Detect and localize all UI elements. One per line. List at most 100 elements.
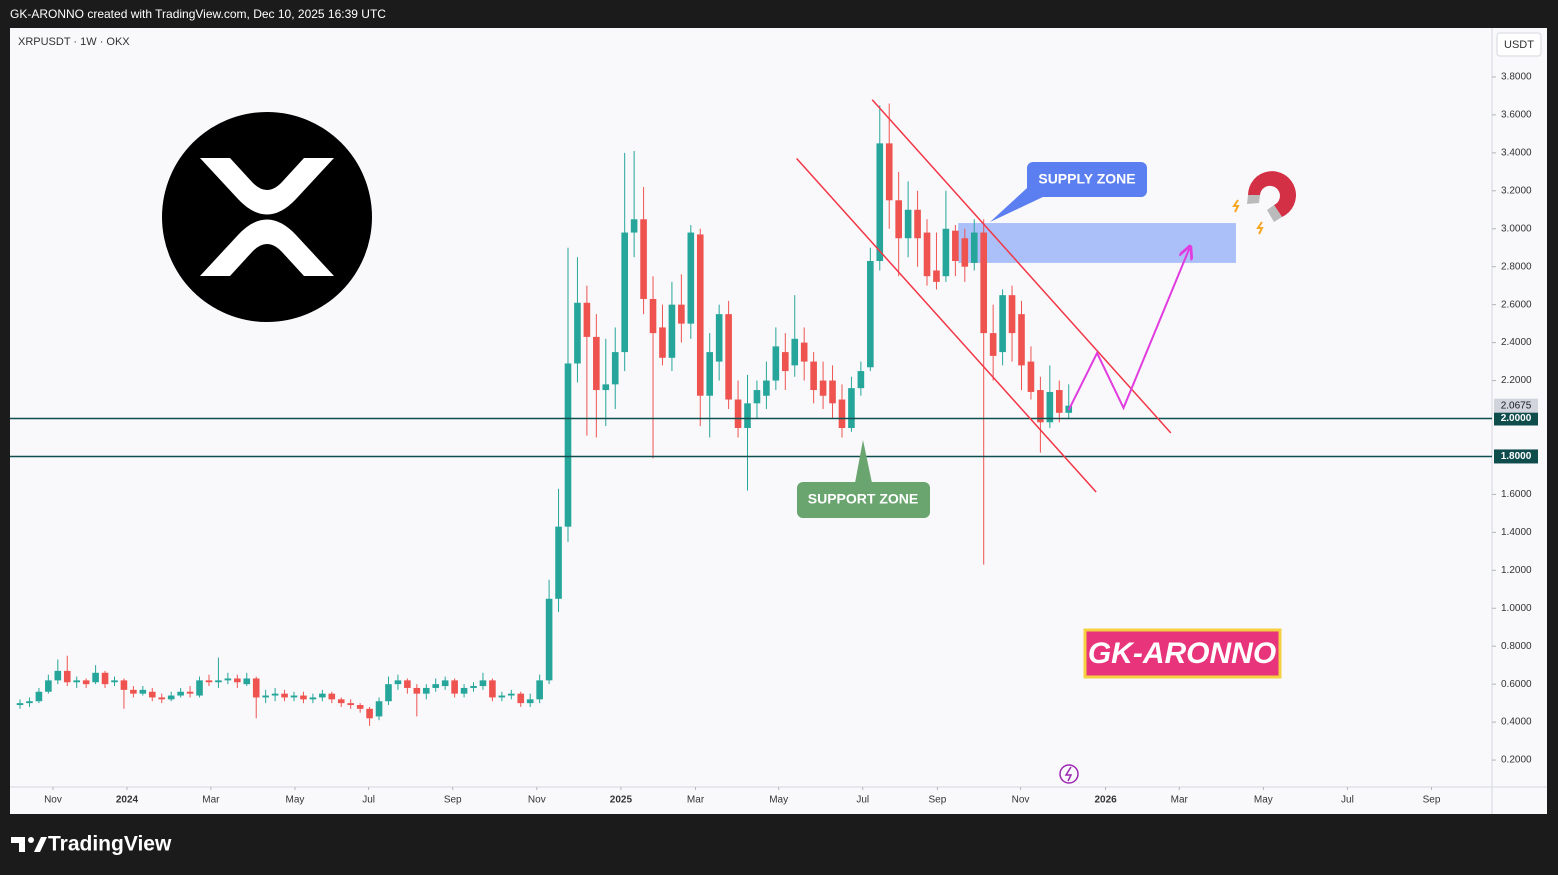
candle-body <box>1037 390 1044 423</box>
x-tick-label: Nov <box>1012 795 1030 806</box>
xrp-logo <box>162 112 372 322</box>
candle-body <box>139 689 147 694</box>
supply-zone-label: SUPPLY ZONE <box>1038 171 1135 187</box>
candle-body <box>857 371 865 389</box>
candle-body <box>649 298 657 334</box>
candle-body <box>73 680 81 683</box>
candle-body <box>791 338 799 366</box>
candle-body <box>1008 295 1016 334</box>
candle-body <box>205 680 213 683</box>
candle-body <box>470 686 477 688</box>
candle-body <box>763 380 770 396</box>
candle-body <box>224 678 232 681</box>
candle-body <box>564 363 572 527</box>
candle-body <box>271 693 279 696</box>
x-tick-label: Nov <box>44 795 62 806</box>
support-zone-label: SUPPORT ZONE <box>808 491 918 507</box>
candle-body <box>252 678 260 698</box>
candle-body <box>659 327 666 358</box>
candle-body <box>970 232 978 263</box>
candle-body <box>895 200 902 239</box>
support-callout: SUPPORT ZONE <box>797 440 930 518</box>
watermark: GK-ARONNO <box>1088 637 1276 670</box>
candle-body <box>375 701 383 717</box>
candle-body <box>545 598 553 681</box>
candle-body <box>319 693 326 698</box>
price-tag-label: 1.8000 <box>1501 451 1532 462</box>
candle-body <box>876 143 884 262</box>
candle-body <box>281 693 288 698</box>
candle-body <box>678 304 685 324</box>
candle-body <box>517 693 525 704</box>
currency-box[interactable] <box>1496 32 1542 57</box>
header-caption: GK-ARONNO created with TradingView.com, … <box>10 7 386 21</box>
candle-body <box>829 380 836 404</box>
candle-body <box>526 699 534 704</box>
supply-callout: SUPPLY ZONE <box>990 162 1147 222</box>
x-tick-label: Sep <box>444 795 462 806</box>
candle-body <box>54 670 62 681</box>
candle-body <box>630 219 638 233</box>
candle-body <box>177 691 184 696</box>
projection-path <box>1067 248 1190 411</box>
candle-body <box>989 333 997 356</box>
plot-area <box>10 99 1492 726</box>
candle-body <box>16 703 24 706</box>
x-tick-label: Nov <box>528 795 546 806</box>
candle-body <box>1055 390 1063 413</box>
y-tick-label: 1.2000 <box>1501 565 1532 576</box>
candle-body <box>215 680 222 683</box>
candle-body <box>942 228 950 277</box>
candle-body <box>781 352 789 372</box>
candle-body <box>885 143 893 201</box>
channel-line <box>796 158 1097 493</box>
candle-body <box>725 314 732 400</box>
candle-body <box>1018 314 1025 366</box>
y-tick-label: 1.0000 <box>1501 603 1532 614</box>
y-tick-label: 3.6000 <box>1501 110 1532 121</box>
x-tick-label: Mar <box>202 795 220 806</box>
candle-body <box>999 295 1006 353</box>
brand-logo: TradingView <box>11 833 172 856</box>
candle-body <box>82 680 90 685</box>
candle-body <box>687 232 695 324</box>
alert-icon[interactable] <box>1059 764 1079 784</box>
candle-body <box>961 238 969 267</box>
brand-name: TradingView <box>48 833 172 856</box>
x-tick-label: 2026 <box>1094 795 1117 806</box>
x-tick-label: Jul <box>1341 795 1354 806</box>
candle-body <box>101 672 109 685</box>
candle-body <box>432 684 440 688</box>
candle-body <box>309 697 317 700</box>
candle-body <box>356 705 364 709</box>
price-tag <box>1494 449 1538 464</box>
candle-body <box>63 670 71 683</box>
candle-body <box>952 230 959 262</box>
y-tick-label: 1.6000 <box>1501 489 1532 500</box>
candle-body <box>366 708 373 719</box>
candle-body <box>441 680 449 687</box>
symbol-label: XRPUSDT · 1W · OKX <box>18 36 130 48</box>
candle-body <box>385 684 392 702</box>
candle-body <box>838 399 846 428</box>
magnet-icon <box>1232 171 1296 235</box>
candle-body <box>158 697 166 700</box>
candle-body <box>753 390 761 404</box>
x-tick-label: May <box>285 795 304 806</box>
y-tick-label: 3.4000 <box>1501 147 1532 158</box>
candle-body <box>800 342 808 362</box>
y-tick-label: 0.8000 <box>1501 641 1532 652</box>
candle-body <box>611 352 619 385</box>
price-tag <box>1494 411 1538 426</box>
candle-body <box>45 680 52 692</box>
x-tick-label: 2024 <box>116 795 139 806</box>
candle-body <box>1027 361 1035 392</box>
candle-body <box>602 384 610 391</box>
y-tick-label: 2.4000 <box>1501 337 1532 348</box>
candle-body <box>196 680 203 696</box>
candle-body <box>904 209 912 239</box>
candle-body <box>26 701 33 704</box>
y-tick-label: 2.6000 <box>1501 299 1532 310</box>
